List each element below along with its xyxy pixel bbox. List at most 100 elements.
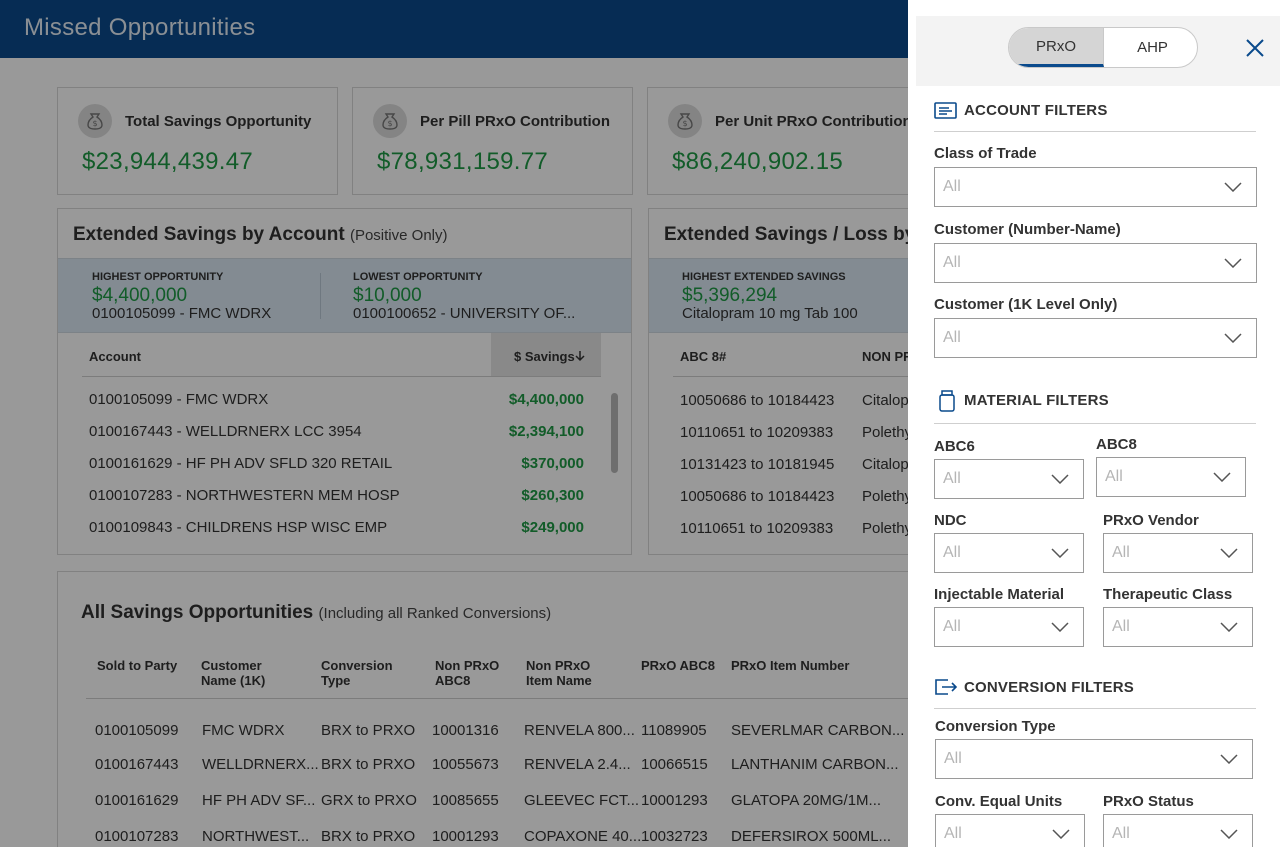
highest-opportunity-value: $4,400,000 (92, 285, 188, 306)
table-cell: SEVERLMAR CARBON... (731, 722, 905, 739)
kpi-value: $23,944,439.47 (82, 148, 254, 175)
table-row[interactable]: 0100161629 - HF PH ADV SFLD 320 RETAIL $3… (89, 455, 584, 477)
column-header-non-prxo-abc8[interactable]: Non PRxO ABC8 (435, 658, 499, 688)
panel-subtitle: (Positive Only) (349, 227, 448, 244)
select-value: All (943, 618, 961, 635)
column-header-savings-label: $ Savings (514, 349, 575, 364)
table-row[interactable]: 0100107283 - NORTHWESTERN MEM HOSP $260,3… (89, 487, 584, 509)
column-header-customer[interactable]: Customer Name (1K) (201, 658, 265, 688)
select-value: All (943, 544, 961, 561)
table-row[interactable]: 0100167443 - WELLDRNERX LCC 3954 $2,394,1… (89, 423, 584, 445)
chevron-down-icon (1052, 829, 1070, 839)
chevron-down-icon (1224, 333, 1242, 343)
table-row[interactable]: 0100105099 - FMC WDRX $4,400,000 (89, 391, 584, 413)
section-title: CONVERSION FILTERS (964, 679, 1134, 696)
scrollbar-thumb[interactable] (611, 393, 618, 473)
therapeutic-class-select[interactable]: All (1103, 607, 1253, 647)
table-cell: 10001316 (432, 722, 499, 739)
prxo-status-select[interactable]: All (1103, 814, 1253, 847)
kpi-label: Total Savings Opportunity (125, 113, 312, 130)
sort-desc-icon (575, 351, 585, 362)
column-header-account[interactable]: Account (89, 349, 141, 364)
conv-equal-units-select[interactable]: All (935, 814, 1085, 847)
table-row[interactable]: 0100109843 - CHILDRENS HSP WISC EMP $249,… (89, 519, 584, 541)
table-cell: 10032723 (641, 828, 708, 845)
kpi-card-total-savings: $ Total Savings Opportunity $23,944,439.… (57, 87, 338, 195)
column-header-sold-to[interactable]: Sold to Party (97, 658, 177, 673)
customer-number-name-select[interactable]: All (934, 243, 1257, 283)
abc-range-cell: 10110651 to 10209383 (680, 520, 834, 537)
savings-cell: $260,300 (521, 487, 584, 504)
column-header-abc8[interactable]: ABC 8# (680, 349, 727, 364)
customer-1k-select[interactable]: All (934, 318, 1257, 358)
table-cell: BRX to PRXO (321, 722, 416, 739)
table-cell: WELLDRNERX... (202, 756, 319, 773)
account-cell: 0100161629 - HF PH ADV SFLD 320 RETAIL (89, 455, 393, 472)
page-title: Missed Opportunities (24, 14, 256, 41)
header-line: Sold to Party (97, 658, 178, 673)
chevron-down-icon (1220, 829, 1238, 839)
select-value: All (943, 178, 961, 195)
highest-savings-label: HIGHEST EXTENDED SAVINGS (682, 271, 846, 283)
savings-cell: $4,400,000 (508, 391, 584, 408)
prxo-vendor-select[interactable]: All (1103, 533, 1253, 573)
money-bag-icon: $ (78, 104, 112, 138)
table-cell: HF PH ADV SF... (202, 792, 316, 809)
abc-range-cell: 10050686 to 10184423 (680, 392, 835, 409)
savings-summary-band: HIGHEST EXTENDED SAVINGS $5,396,294 Cita… (649, 258, 921, 333)
select-value: All (943, 470, 961, 487)
customer-1k-label: Customer (1K Level Only) (934, 296, 1118, 313)
toggle-option-prxo[interactable]: PRxO (1009, 28, 1104, 67)
table-cell: BRX to PRXO (321, 828, 416, 845)
table-cell: 0100107283 (95, 828, 179, 845)
column-header-savings[interactable]: $ Savings (491, 333, 601, 376)
class-of-trade-select[interactable]: All (934, 167, 1257, 207)
select-value: All (944, 825, 962, 842)
prxo-vendor-label: PRxO Vendor (1103, 512, 1199, 529)
customer-number-name-label: Customer (Number-Name) (934, 221, 1121, 238)
table-cell: LANTHANIM CARBON... (731, 756, 899, 773)
table-cell: 10055673 (432, 756, 499, 773)
all-savings-panel: All Savings Opportunities (Including all… (57, 571, 922, 847)
chevron-down-icon (1051, 622, 1069, 632)
column-header-non-prxo[interactable]: NON PR (862, 349, 913, 364)
modal-backdrop[interactable] (0, 0, 908, 847)
chevron-down-icon (1220, 548, 1238, 558)
panel-subtitle: (Including all Ranked Conversions) (318, 605, 552, 622)
chevron-down-icon (1051, 548, 1069, 558)
column-header-conversion-type[interactable]: Conversion Type (321, 658, 393, 688)
header-line: ABC8 (435, 673, 471, 688)
abc-range-cell: 10131423 to 10181945 (680, 456, 835, 473)
savings-cell: $370,000 (521, 455, 584, 472)
conversion-arrow-icon (935, 679, 958, 695)
column-header-prxo-item-number[interactable]: PRxO Item Number (731, 658, 849, 673)
select-value: All (943, 329, 961, 346)
abc6-select[interactable]: All (934, 459, 1084, 499)
conversion-type-select[interactable]: All (935, 739, 1253, 779)
highest-savings-item: Citalopram 10 mg Tab 100 (682, 305, 858, 322)
divider (934, 708, 1256, 709)
column-header-prxo-abc8[interactable]: PRxO ABC8 (641, 658, 715, 673)
opportunity-summary-band: HIGHEST OPPORTUNITY $4,400,000 010010509… (58, 258, 631, 333)
account-cell: 0100105099 - FMC WDRX (89, 391, 269, 408)
header-line: Non PRxO (526, 658, 591, 673)
column-header-non-prxo-item[interactable]: Non PRxO Item Name (526, 658, 592, 688)
select-value: All (1105, 468, 1123, 485)
lowest-opportunity-value: $10,000 (353, 285, 422, 306)
toggle-option-ahp[interactable]: AHP (1137, 39, 1168, 56)
close-icon[interactable] (1243, 36, 1267, 60)
header-line: Conversion (321, 658, 393, 673)
account-cell: 0100109843 - CHILDRENS HSP WISC EMP (89, 519, 388, 536)
table-cell: 0100167443 (95, 756, 179, 773)
injectable-material-select[interactable]: All (934, 607, 1084, 647)
kpi-value: $78,931,159.77 (377, 148, 549, 175)
panel-title: Extended Savings by Account (Positive On… (73, 224, 448, 246)
panel-title: All Savings Opportunities (Including all… (81, 602, 551, 624)
panel-title: Extended Savings / Loss by (664, 224, 916, 245)
item-name-cell: Polethy (862, 520, 913, 537)
header-line: PRxO Item Number (731, 658, 850, 673)
ndc-select[interactable]: All (934, 533, 1084, 573)
item-name-cell: Citalop (862, 392, 909, 409)
header-line: Type (321, 673, 351, 688)
abc8-select[interactable]: All (1096, 457, 1246, 497)
